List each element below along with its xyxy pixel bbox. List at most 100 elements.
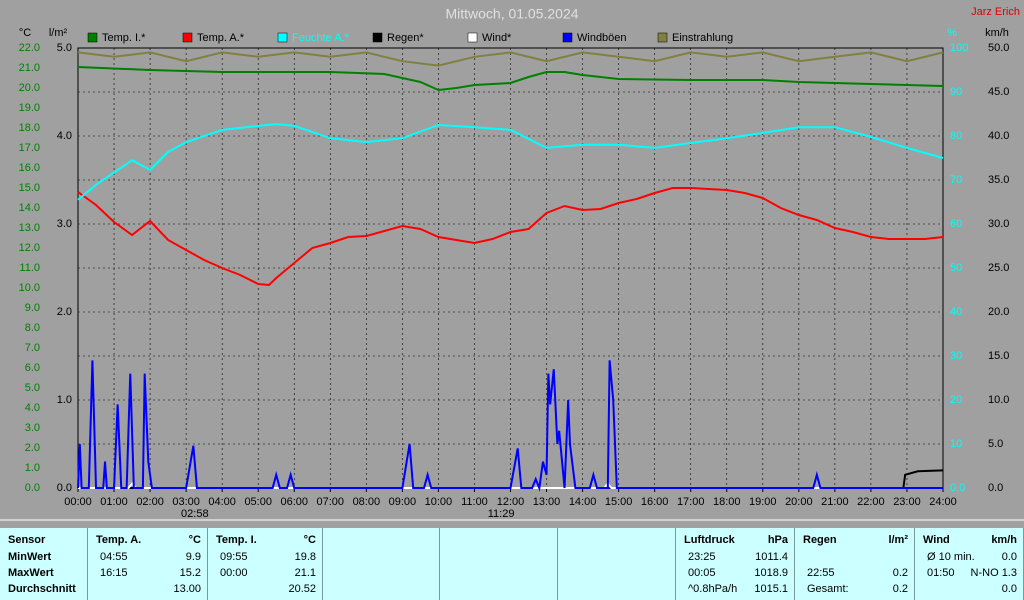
legend-swatch (657, 32, 668, 43)
legend-label: Feuchte A.* (292, 32, 350, 44)
x-tick-label: 20:00 (785, 496, 813, 508)
y-tick-label: 5.0 (25, 382, 40, 394)
axis-title: l/m² (49, 27, 68, 39)
y-tick-label: 15.0 (988, 350, 1009, 362)
legend-label: Temp. I.* (102, 32, 146, 44)
y-tick-label: 100 (950, 42, 968, 54)
y-tick-label: 5.0 (57, 42, 72, 54)
x-tick-label: 04:00 (208, 496, 236, 508)
axis-title: % (947, 27, 957, 39)
table-cell: 1011.4 (755, 551, 788, 563)
stats-table: Sensor MinWert MaxWert Durchschnitt Temp. A.… (0, 528, 1024, 600)
y-tick-label: 13.0 (19, 222, 40, 234)
y-tick-label: 9.0 (25, 302, 40, 314)
header-cell: Wind (923, 534, 950, 546)
y-tick-label: 8.0 (25, 322, 40, 334)
header-unit: °C (188, 534, 201, 546)
legend-swatch (467, 32, 478, 43)
table-column (676, 528, 795, 600)
x-tick-label: 01:00 (100, 496, 128, 508)
annotation: 11:29 (488, 508, 515, 520)
x-tick-label: 24:00 (929, 496, 957, 508)
y-tick-label: 3.0 (25, 422, 40, 434)
table-column (440, 528, 558, 600)
y-tick-label: 40.0 (988, 130, 1009, 142)
y-tick-label: 30.0 (988, 218, 1009, 230)
x-tick-label: 06:00 (280, 496, 308, 508)
x-tick-label: 02:00 (136, 496, 164, 508)
table-cell: 1015.1 (754, 583, 788, 595)
x-tick-label: 23:00 (893, 496, 921, 508)
x-tick-label: 10:00 (425, 496, 453, 508)
y-tick-label: 15.0 (19, 182, 40, 194)
table-column (323, 528, 440, 600)
y-tick-label: 90 (950, 86, 962, 98)
header-unit: °C (303, 534, 316, 546)
header-cell: Luftdruck (684, 534, 735, 546)
table-cell: 0.2 (892, 567, 908, 579)
annotation: 02:58 (181, 508, 209, 520)
y-tick-label: 25.0 (988, 262, 1009, 274)
x-tick-label: 13:00 (533, 496, 561, 508)
table-cell: 22:55 (807, 567, 835, 579)
table-cell: 00:00 (220, 567, 248, 579)
series-line (77, 360, 943, 492)
table-cell: 20.52 (288, 583, 316, 595)
series-line (77, 51, 944, 67)
header-unit: hPa (767, 534, 788, 546)
table-cell: 9.9 (185, 551, 201, 563)
y-tick-label: 50.0 (988, 42, 1009, 54)
header-unit: l/m² (888, 534, 908, 546)
y-tick-label: 21.0 (19, 62, 40, 74)
y-tick-label: 6.0 (25, 362, 40, 374)
x-tick-label: 03:00 (172, 496, 200, 508)
header-cell: Temp. A. (96, 534, 142, 546)
y-tick-label: 22.0 (19, 42, 40, 54)
y-tick-label: 80 (950, 130, 962, 142)
y-tick-label: 0.0 (25, 482, 40, 494)
table-column (208, 528, 323, 600)
legend-label: Temp. A.* (197, 32, 245, 44)
x-tick-label: 07:00 (317, 496, 345, 508)
legend-swatch (562, 32, 573, 43)
x-tick-label: 08:00 (353, 496, 381, 508)
legend-label: Wind* (482, 32, 512, 44)
x-tick-label: 17:00 (677, 496, 705, 508)
x-tick-label: 16:00 (641, 496, 669, 508)
x-tick-label: 00:00 (64, 496, 92, 508)
series-line (77, 66, 944, 92)
table-cell: Durchschnitt (8, 583, 76, 595)
chart: Mittwoch, 01.05.2024 Jarz Erich °C l/m² … (0, 6, 1024, 521)
table-cell: 01:50 (927, 567, 955, 579)
y-tick-label: 10 (950, 438, 962, 450)
y-tick-label: 0.0 (950, 482, 965, 494)
x-tick-label: 05:00 (244, 496, 272, 508)
chart-title: Mittwoch, 01.05.2024 (445, 6, 578, 22)
table-cell: Gesamt: (807, 583, 849, 595)
header-cell: Sensor (8, 534, 46, 546)
x-tick-label: 12:00 (497, 496, 525, 508)
y-tick-label: 50 (950, 262, 962, 274)
table-cell: 23:25 (688, 551, 716, 563)
table-cell: 0.0 (1001, 551, 1017, 563)
y-tick-label: 2.0 (25, 442, 40, 454)
table-cell: N-NO 1.3 (970, 567, 1017, 579)
y-tick-label: 18.0 (19, 122, 40, 134)
legend-label: Einstrahlung (672, 32, 733, 44)
y-tick-label: 11.0 (19, 262, 40, 274)
y-tick-label: 7.0 (25, 342, 40, 354)
y-tick-label: 10.0 (19, 282, 40, 294)
table-cell: Ø 10 min. (927, 551, 975, 563)
table-column (795, 528, 915, 600)
y-tick-label: 16.0 (19, 162, 40, 174)
table-cell: MaxWert (8, 567, 54, 579)
header-unit: km/h (991, 534, 1017, 546)
y-tick-label: 60 (950, 218, 962, 230)
axis-title: °C (19, 27, 31, 39)
y-tick-label: 70 (950, 174, 962, 186)
legend-label: Regen* (387, 32, 424, 44)
table-column (88, 528, 208, 600)
legend-swatch (182, 32, 193, 43)
y-tick-label: 40 (950, 306, 962, 318)
y-tick-label: 3.0 (57, 218, 72, 230)
